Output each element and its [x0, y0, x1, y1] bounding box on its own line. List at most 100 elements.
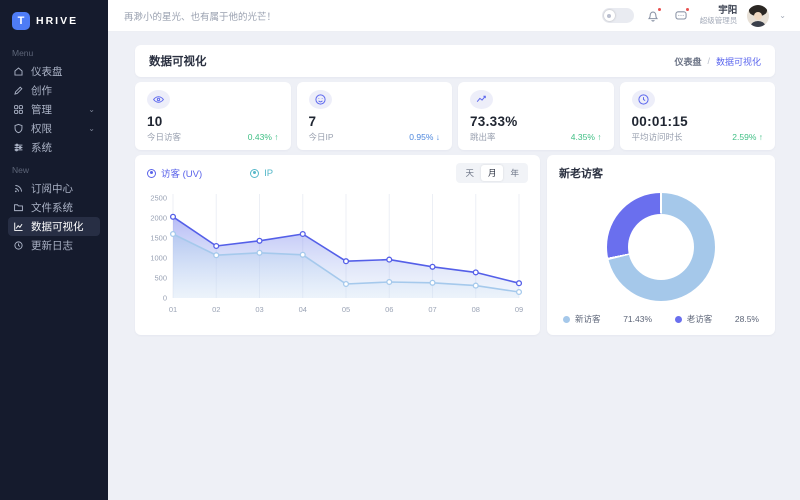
stat-delta: 0.95% ↓: [409, 132, 440, 142]
sidebar-item-changelog[interactable]: 更新日志: [8, 236, 100, 255]
donut-hole: [628, 214, 694, 280]
stat-label: 今日访客: [147, 132, 182, 142]
page-title: 数据可视化: [149, 56, 207, 68]
sidebar: T HRIVE Menu 仪表盘 创作 管理 ⌄ 权限 ⌄ 系统 New: [0, 0, 108, 500]
svg-text:03: 03: [255, 305, 263, 314]
donut-ring: [607, 193, 715, 301]
legend-uv-icon: [147, 168, 156, 178]
user-info: 宇阳 超级管理员: [699, 4, 738, 26]
legend-uv[interactable]: 访客 (UV): [147, 166, 202, 180]
avatar[interactable]: [747, 4, 770, 27]
svg-text:05: 05: [342, 305, 350, 314]
sidebar-item-subscription[interactable]: 订阅中心: [8, 179, 100, 198]
line-chart-icon: [14, 222, 23, 231]
message-badge: [684, 6, 690, 12]
page-header: 数据可视化 仪表盘 / 数据可视化: [135, 45, 775, 77]
legend-old-dot: [674, 315, 682, 323]
folder-icon: [14, 204, 23, 212]
sidebar-item-dashboard[interactable]: 仪表盘: [8, 62, 100, 81]
svg-text:1000: 1000: [150, 254, 167, 263]
rss-icon: [14, 185, 22, 193]
eye-icon: [147, 90, 170, 109]
svg-text:2000: 2000: [150, 214, 167, 223]
stat-value: 7: [308, 114, 317, 129]
stat-card-visitors: 10 今日访客 0.43% ↑: [135, 82, 291, 150]
breadcrumb-separator: /: [707, 56, 710, 66]
trend-icon: [470, 90, 493, 109]
charts-row: 访客 (UV) IP 天 月 年: [135, 155, 775, 335]
user-role: 超级管理员: [699, 15, 738, 25]
visitor-type-card: 新老访客 新访客 71.43% 老访客: [547, 155, 775, 335]
legend-old-visitors[interactable]: 老访客: [674, 313, 712, 325]
svg-text:02: 02: [212, 305, 220, 314]
theme-toggle[interactable]: [601, 8, 634, 23]
svg-text:2500: 2500: [150, 194, 167, 203]
topbar: 再渺小的星光、也有属于他的光芒！ 宇阳 超级管理员 ⌄: [108, 0, 800, 32]
history-icon: [14, 241, 23, 250]
time-filter-month[interactable]: 月: [480, 165, 504, 181]
svg-text:500: 500: [154, 274, 167, 283]
stat-delta: 4.35% ↑: [570, 132, 602, 142]
sidebar-item-create[interactable]: 创作: [8, 81, 100, 100]
chevron-down-icon: ⌄: [88, 124, 95, 133]
breadcrumb: 仪表盘 / 数据可视化: [674, 55, 761, 68]
stat-label: 今日IP: [308, 132, 334, 142]
stat-card-bounce: 73.33% 跳出率 4.35% ↑: [458, 82, 614, 150]
notification-badge: [656, 6, 662, 12]
svg-text:01: 01: [169, 305, 177, 314]
main-content: 数据可视化 仪表盘 / 数据可视化 10 今日访客 0.43% ↑: [108, 32, 800, 500]
messages-button[interactable]: [672, 6, 690, 25]
logo-icon: T: [12, 12, 30, 30]
svg-text:09: 09: [515, 305, 523, 314]
stat-value: 10: [147, 114, 163, 129]
traffic-chart-card: 访客 (UV) IP 天 月 年: [135, 155, 540, 335]
time-filter-year[interactable]: 年: [510, 168, 519, 178]
legend-ip[interactable]: IP: [250, 168, 273, 179]
sidebar-section-menu: Menu: [12, 48, 34, 58]
brand-name: HRIVE: [36, 15, 79, 27]
chevron-down-icon[interactable]: ⌄: [779, 11, 786, 20]
sidebar-item-manage[interactable]: 管理 ⌄: [8, 100, 100, 119]
user-name: 宇阳: [718, 4, 738, 16]
svg-text:07: 07: [428, 305, 436, 314]
svg-text:0: 0: [163, 294, 167, 303]
line-chart-svg: 01 02 03 04 05 06 07 08 09 0 500 1000 1500 2000 2500: [150, 194, 523, 315]
svg-text:04: 04: [299, 305, 307, 314]
donut-chart-title: 新老访客: [559, 168, 603, 180]
chevron-down-icon: ⌄: [88, 105, 95, 114]
breadcrumb-root[interactable]: 仪表盘: [674, 56, 702, 67]
shield-icon: [14, 123, 23, 134]
donut-legend: 新访客 71.43% 老访客 28.5%: [559, 313, 763, 327]
stat-value: 00:01:15: [631, 114, 688, 129]
stat-delta: 2.59% ↑: [732, 132, 763, 142]
home-icon: [14, 67, 23, 76]
sidebar-item-data-visualization[interactable]: 数据可视化: [8, 217, 100, 236]
svg-text:1500: 1500: [150, 234, 167, 243]
legend-ip-icon: [250, 168, 260, 178]
stat-value: 73.33%: [470, 114, 518, 129]
greeting-text: 再渺小的星光、也有属于他的光芒！: [124, 11, 277, 23]
stats-row: 10 今日访客 0.43% ↑ 7 今日IP 0.95% ↓: [135, 82, 775, 150]
smiley-icon: [308, 90, 332, 109]
old-visitors-pct: 28.5%: [734, 314, 759, 324]
grid-icon: [14, 105, 23, 114]
brand-logo[interactable]: T HRIVE: [8, 10, 100, 40]
sidebar-section-new: New: [12, 165, 30, 175]
sliders-icon: [14, 143, 23, 152]
time-filter-day[interactable]: 天: [465, 168, 474, 178]
notifications-button[interactable]: [644, 6, 662, 25]
sidebar-item-system[interactable]: 系统: [8, 138, 100, 157]
legend-new-visitors[interactable]: 新访客: [563, 313, 601, 325]
stat-card-duration: 00:01:15 平均访问时长 2.59% ↑: [619, 82, 775, 150]
stat-label: 跳出率: [470, 132, 496, 142]
svg-text:06: 06: [385, 305, 393, 314]
sidebar-item-permissions[interactable]: 权限 ⌄: [8, 119, 100, 138]
time-filter: 天 月 年: [456, 163, 528, 183]
pencil-icon: [14, 86, 23, 95]
stat-card-ip: 7 今日IP 0.95% ↓: [296, 82, 452, 150]
legend-new-dot: [563, 315, 570, 323]
sidebar-item-files[interactable]: 文件系统: [8, 198, 100, 217]
new-visitors-pct: 71.43%: [623, 314, 653, 324]
breadcrumb-current[interactable]: 数据可视化: [715, 56, 761, 67]
